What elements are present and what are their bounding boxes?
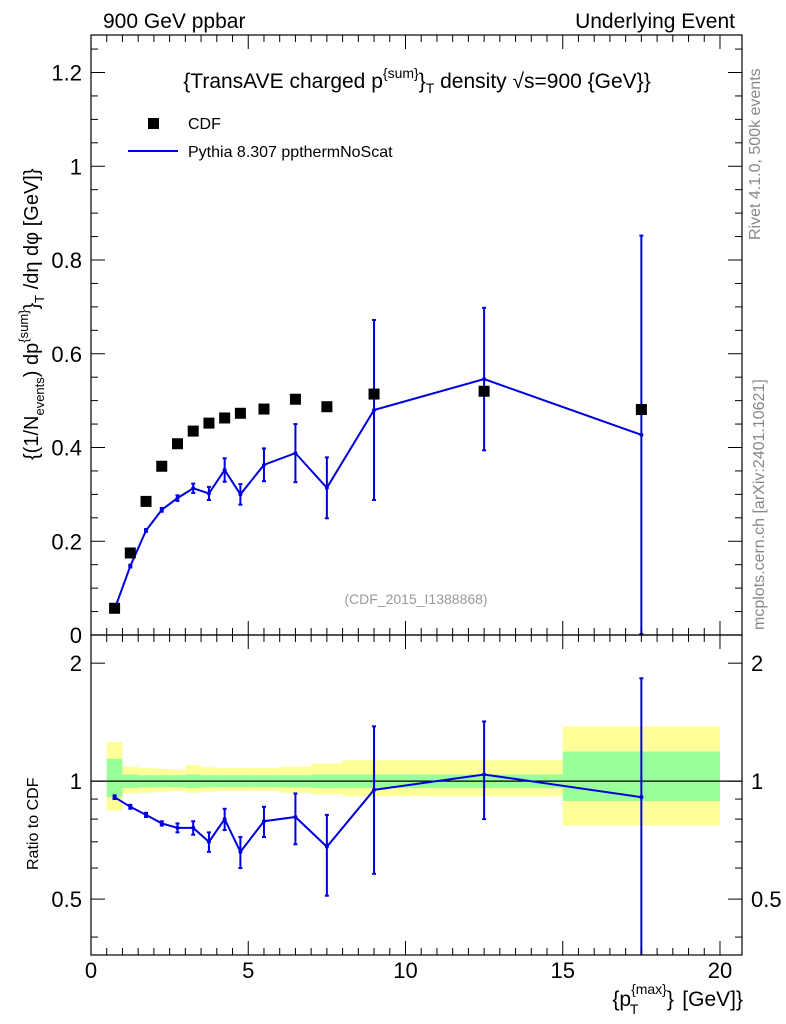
ratio-point (639, 795, 644, 800)
pythia-point (222, 468, 227, 472)
pythia-point (482, 377, 487, 382)
main-ytick-label: 0 (70, 623, 82, 648)
cdf-point (635, 404, 647, 416)
ratio-point (191, 825, 196, 830)
chart-title: {TransAVE charged p{sum}}T density √s=90… (183, 65, 650, 96)
x-tick-label: 20 (708, 958, 732, 983)
ratio-ytick-label-right: 2 (751, 651, 763, 676)
cdf-point (234, 407, 246, 419)
ratio-point (222, 817, 227, 822)
ratio-ylabel: Ratio to CDF (25, 777, 42, 870)
main-ytick-label: 1.2 (51, 61, 82, 86)
x-tick-label: 15 (550, 958, 574, 983)
legend-cdf-marker (148, 118, 159, 129)
cdf-point (219, 412, 231, 424)
ratio-point (175, 825, 180, 830)
main-ytick-label: 1 (70, 154, 82, 179)
legend-cdf-label: CDF (188, 116, 221, 133)
ratio-ytick-label-right: 0.5 (751, 887, 782, 912)
ratio-band-inner (106, 758, 123, 798)
legend-pythia-label: Pythia 8.307 ppthermNoScat (188, 144, 393, 161)
pythia-point (175, 496, 180, 501)
pythia-point (191, 486, 196, 491)
ratio-ytick-label: 0.5 (51, 887, 82, 912)
ratio-point (206, 839, 211, 844)
main-ytick-label: 0.6 (51, 342, 82, 367)
rivet-label: Rivet 4.1.0, 500k events (747, 68, 764, 240)
pythia-point (128, 564, 133, 569)
pythia-point (238, 492, 243, 497)
ratio-point (128, 804, 133, 809)
main-ytick-label: 0.4 (51, 436, 82, 461)
ratio-frame (90, 634, 743, 956)
pythia-point (372, 408, 377, 412)
main-ytick-label: 0.2 (51, 529, 82, 554)
cdf-point (478, 385, 490, 397)
cdf-point (321, 401, 333, 413)
cdf-point (156, 460, 168, 472)
ratio-point (238, 849, 243, 854)
pythia-point (144, 528, 149, 533)
ratio-ytick-label-right: 1 (751, 769, 763, 794)
cdf-point (140, 495, 152, 507)
cdf-point (289, 393, 301, 405)
cdf-point (368, 388, 380, 400)
cdf-point (187, 425, 199, 437)
header-right: Underlying Event (575, 10, 735, 33)
cdf-point (124, 547, 136, 559)
main-ytick-label: 0.8 (51, 248, 82, 273)
ratio-point (372, 787, 377, 792)
ratio-point (144, 812, 149, 817)
pythia-point (206, 491, 211, 496)
pythia-point (639, 432, 644, 437)
main-ylabel: {(1/Nevents) dp{sum}}T /dη dφ [GeV]} (16, 168, 47, 460)
ratio-point (293, 814, 298, 819)
x-tick-label: 5 (242, 958, 254, 983)
ratio-point (159, 821, 164, 826)
pythia-point (159, 507, 164, 512)
ratio-point (261, 819, 266, 824)
cdf-point (171, 438, 183, 450)
x-tick-label: 0 (85, 958, 97, 983)
ratio-ytick-label: 2 (70, 651, 82, 676)
pythia-line (113, 378, 642, 610)
pythia-point (293, 451, 298, 456)
ratio-ytick-label: 1 (70, 769, 82, 794)
x-tick-label: 10 (393, 958, 417, 983)
header-left: 900 GeV ppbar (103, 10, 245, 33)
pythia-point (324, 485, 329, 490)
ratio-point (324, 844, 329, 849)
ratio-point (482, 772, 487, 777)
pythia-point (261, 462, 266, 467)
cdf-point (109, 602, 121, 614)
mcplots-label: mcplots.cern.ch [arXiv:2401.10621] (751, 379, 768, 630)
cdf-point (203, 417, 215, 429)
reference-label: (CDF_2015_I1388868) (344, 591, 487, 607)
x-axis-label: {p{max}}T [GeV]} (612, 981, 743, 1017)
cdf-point (258, 403, 270, 415)
ratio-point (112, 795, 117, 800)
